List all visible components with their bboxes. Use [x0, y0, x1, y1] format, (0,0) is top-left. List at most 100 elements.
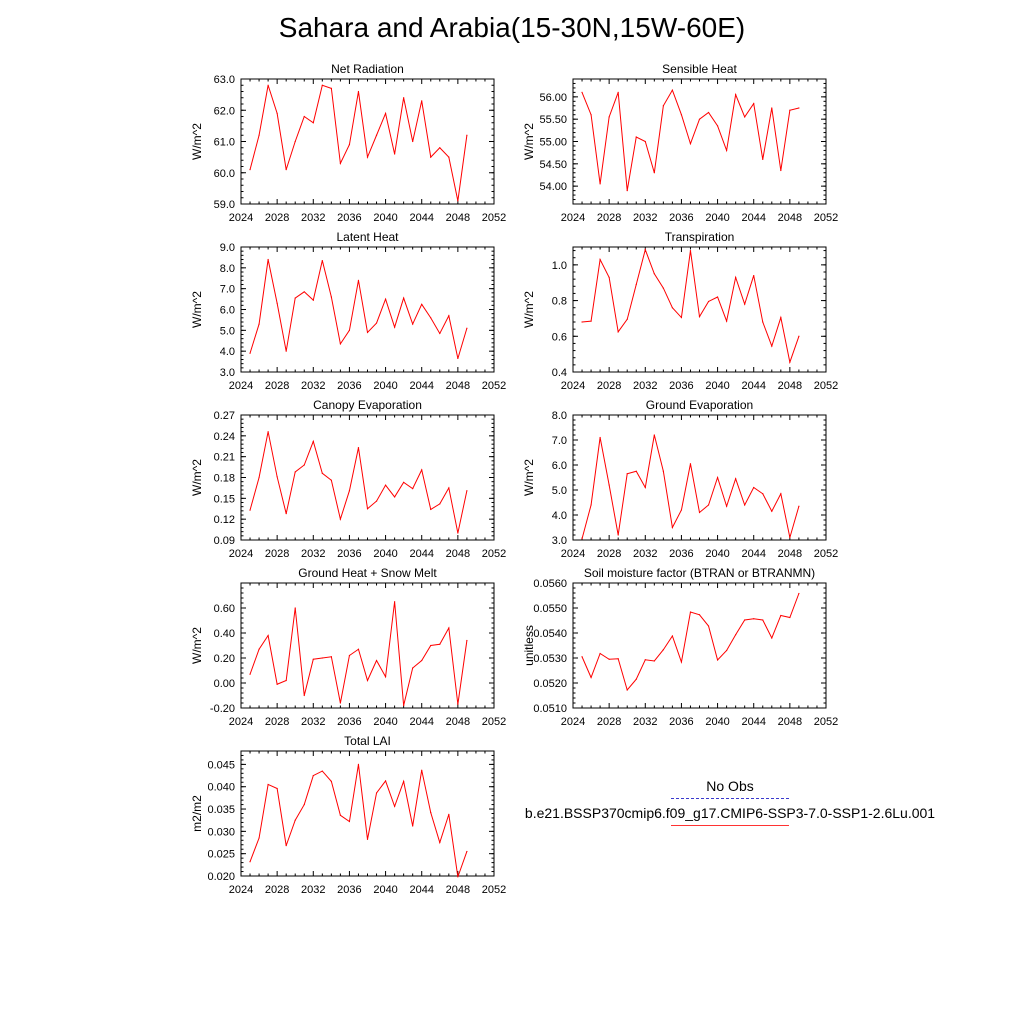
- data-point: [448, 627, 450, 629]
- data-point: [635, 283, 637, 286]
- x-tick-label: 2040: [705, 212, 729, 224]
- x-tick-label: 2052: [814, 716, 838, 728]
- x-tick-label: 2032: [633, 548, 657, 560]
- series-line: [581, 434, 800, 539]
- data-point: [276, 476, 278, 478]
- chart-panel-1: Net Radiation W/m^2 2024 2028 2032 2036 2040 20…: [190, 62, 506, 224]
- x-tick-label: 2040: [373, 884, 397, 896]
- data-point: [798, 505, 800, 507]
- data-point: [789, 361, 791, 363]
- data-point: [789, 109, 791, 111]
- data-point: [608, 116, 610, 118]
- data-point: [448, 487, 450, 489]
- data-point: [412, 488, 414, 490]
- y-tick-label: 5.0: [552, 485, 567, 497]
- y-tick-label: 54.50: [539, 159, 567, 171]
- data-point: [671, 635, 673, 637]
- x-tick-label: 2044: [741, 212, 765, 224]
- y-tick-label: 55.50: [539, 114, 567, 126]
- data-point: [421, 659, 423, 662]
- data-point: [457, 200, 459, 202]
- chart-panel-2: Sensible Heat W/m^2 2024 2028 2032 2036 2040 20…: [522, 62, 838, 224]
- x-tick-label: 2028: [265, 716, 289, 728]
- data-point: [608, 276, 610, 278]
- x-tick-label: 2032: [301, 548, 325, 560]
- data-point: [285, 679, 287, 682]
- x-tick-label: 2032: [633, 380, 657, 392]
- y-tick-label: 0.15: [214, 493, 235, 505]
- y-tick-label: 1.0: [552, 260, 567, 272]
- legend-obs-label: No Obs: [706, 778, 754, 794]
- y-tick-label: 61.0: [214, 137, 235, 149]
- chart-title: Soil moisture factor (BTRAN or BTRANMN): [584, 566, 815, 580]
- x-tick-label: 2052: [814, 380, 838, 392]
- x-tick-label: 2024: [561, 716, 585, 728]
- x-tick-label: 2040: [705, 716, 729, 728]
- data-point: [267, 783, 269, 786]
- x-tick-label: 2024: [561, 380, 585, 392]
- x-tick-label: 2028: [597, 548, 621, 560]
- x-tick-label: 2032: [633, 212, 657, 224]
- chart-title: Sensible Heat: [662, 62, 737, 76]
- x-tick-label: 2036: [669, 548, 693, 560]
- data-point: [448, 156, 450, 158]
- y-tick-label: 0.00: [214, 678, 235, 690]
- data-point: [375, 134, 378, 136]
- y-tick-label: 0.020: [207, 871, 235, 883]
- data-point: [590, 114, 592, 116]
- y-tick-label: 0.0510: [533, 703, 567, 715]
- x-tick-label: 2036: [669, 212, 693, 224]
- data-point: [375, 659, 378, 662]
- x-tick-label: 2032: [301, 380, 325, 392]
- data-point: [599, 258, 601, 261]
- data-point: [421, 100, 423, 102]
- x-tick-label: 2044: [409, 716, 433, 728]
- data-point: [357, 763, 360, 765]
- x-tick-label: 2040: [373, 548, 397, 560]
- data-point: [644, 249, 646, 251]
- data-point: [726, 505, 728, 507]
- chart-title: Transpiration: [665, 230, 735, 244]
- data-point: [466, 850, 468, 853]
- x-tick-label: 2024: [229, 716, 253, 728]
- y-tick-label: 0.40: [214, 628, 235, 640]
- x-tick-label: 2044: [741, 380, 765, 392]
- chart-title: Ground Evaporation: [646, 398, 753, 412]
- data-point: [348, 490, 351, 492]
- data-point: [303, 464, 305, 466]
- data-point: [771, 345, 773, 347]
- data-point: [339, 702, 341, 704]
- y-tick-label: 60.0: [214, 168, 235, 180]
- data-point: [726, 320, 728, 322]
- data-point: [680, 661, 683, 663]
- y-tick-label: 8.0: [552, 410, 567, 422]
- data-point: [394, 326, 396, 328]
- data-point: [403, 481, 405, 483]
- x-tick-label: 2028: [265, 212, 289, 224]
- chart-panel-8: Soil moisture factor (BTRAN or BTRANMN) u…: [522, 566, 838, 728]
- data-point: [466, 490, 468, 492]
- data-point: [430, 156, 432, 158]
- data-point: [285, 845, 287, 847]
- series-line: [581, 88, 800, 191]
- plot-frame: [572, 582, 827, 709]
- chart-title: Canopy Evaporation: [313, 398, 422, 412]
- data-point: [249, 861, 251, 863]
- data-point: [653, 434, 655, 436]
- data-point: [753, 618, 755, 620]
- data-point: [780, 493, 782, 495]
- data-point: [599, 183, 601, 185]
- data-point: [762, 619, 764, 621]
- data-point: [599, 436, 601, 439]
- data-point: [339, 814, 341, 816]
- data-point: [798, 107, 800, 109]
- y-tick-label: 4.0: [552, 510, 567, 522]
- data-point: [348, 329, 351, 331]
- data-point: [457, 876, 459, 878]
- y-tick-label: 0.025: [207, 849, 235, 861]
- data-point: [321, 259, 323, 262]
- x-tick-label: 2032: [301, 212, 325, 224]
- data-point: [267, 258, 269, 261]
- data-point: [330, 656, 332, 658]
- x-tick-label: 2040: [705, 380, 729, 392]
